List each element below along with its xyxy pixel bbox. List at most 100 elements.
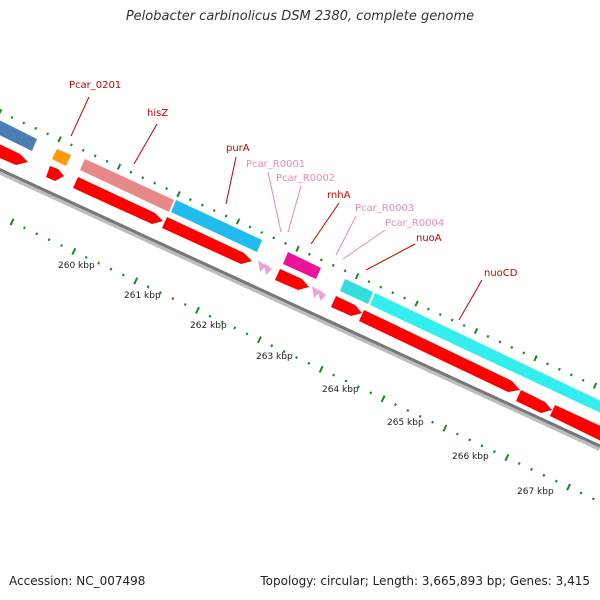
- minor-tick: [480, 444, 484, 448]
- major-tick: [71, 247, 77, 256]
- major-tick: [504, 453, 510, 462]
- minor-tick: [492, 450, 496, 454]
- minor-tick: [34, 126, 38, 130]
- minor-tick: [431, 420, 434, 424]
- minor-tick: [81, 148, 85, 152]
- feature-bar-nuocd[interactable]: [370, 293, 600, 415]
- major-tick: [256, 336, 262, 344]
- scale-label-263: 263 kbp: [256, 352, 293, 362]
- minor-tick: [158, 291, 162, 295]
- minor-tick: [35, 232, 39, 236]
- feature-bar-nuoa[interactable]: [340, 279, 373, 304]
- minor-tick: [307, 361, 311, 365]
- minor-tick: [109, 267, 113, 271]
- trna-arrow-pcar-r0003[interactable]: [312, 286, 320, 298]
- cds-arrow[interactable]: [46, 166, 64, 181]
- minor-tick: [93, 154, 97, 158]
- minor-tick: [295, 355, 298, 360]
- minor-tick: [307, 252, 311, 256]
- cds-arrow[interactable]: [516, 390, 552, 413]
- minor-tick: [554, 479, 558, 483]
- trna-arrow-pcar-r0004[interactable]: [318, 289, 326, 301]
- minor-tick: [260, 230, 264, 234]
- minor-tick: [367, 280, 371, 284]
- label-pcar-r0003: Pcar_R0003: [355, 203, 414, 214]
- major-tick: [176, 190, 181, 198]
- major-tick: [473, 327, 479, 335]
- trna-arrows: [258, 260, 326, 301]
- minor-tick: [183, 302, 187, 306]
- major-tick: [442, 424, 448, 432]
- cds-arrow[interactable]: [550, 405, 600, 443]
- cds-arrow[interactable]: [359, 310, 520, 392]
- minor-tick: [462, 323, 466, 328]
- minor-tick: [212, 209, 216, 213]
- minor-tick: [105, 159, 109, 163]
- minor-tick: [188, 198, 192, 202]
- backbone: [0, 167, 600, 451]
- feature-bar-unnamed[interactable]: [0, 118, 37, 151]
- minor-tick: [343, 269, 347, 273]
- minor-tick: [47, 238, 51, 242]
- scale-label-261: 261 kbp: [124, 291, 161, 301]
- major-tick: [116, 163, 122, 170]
- genome-summary-text: Topology: circular; Length: 3,665,893 bp…: [260, 574, 590, 588]
- major-tick: [533, 355, 538, 362]
- minor-tick: [97, 261, 101, 265]
- minor-tick: [22, 121, 26, 125]
- trna-arrow-pcar-r0002[interactable]: [264, 263, 272, 275]
- minor-tick: [121, 273, 125, 277]
- cds-arrow[interactable]: [331, 296, 362, 316]
- leader-lines: [70, 96, 483, 321]
- minor-tick: [522, 351, 526, 355]
- minor-tick: [331, 263, 335, 267]
- minor-tick: [530, 467, 533, 471]
- minor-tick: [542, 473, 546, 477]
- upper-tick-track: [0, 108, 598, 389]
- minor-tick: [510, 345, 514, 349]
- major-tick: [57, 136, 62, 143]
- minor-tick: [319, 258, 323, 262]
- feature-bar-pura[interactable]: [171, 200, 262, 252]
- scale-label-266: 266 kbp: [452, 452, 489, 462]
- cds-arrow[interactable]: [73, 177, 163, 224]
- minor-tick: [284, 241, 288, 245]
- minor-tick: [46, 132, 50, 136]
- minor-tick: [69, 143, 73, 147]
- cds-arrow[interactable]: [275, 269, 309, 290]
- major-tick: [235, 218, 241, 225]
- cds-arrows: [0, 142, 600, 443]
- cds-arrow[interactable]: [162, 217, 252, 264]
- major-tick: [9, 218, 15, 226]
- minor-tick: [272, 236, 276, 240]
- minor-tick: [379, 285, 383, 289]
- minor-tick: [450, 318, 454, 322]
- minor-tick: [208, 314, 212, 318]
- minor-tick: [270, 344, 274, 348]
- minor-tick: [129, 170, 133, 174]
- major-tick: [195, 306, 200, 314]
- major-tick: [0, 108, 3, 115]
- major-tick: [133, 277, 139, 285]
- trna-arrow-pcar-r0001[interactable]: [258, 260, 266, 272]
- minor-tick: [153, 181, 157, 185]
- accession-text: Accession: NC_007498: [9, 574, 146, 588]
- minor-tick: [248, 225, 252, 229]
- minor-tick: [455, 432, 459, 436]
- feature-bar-rnha[interactable]: [283, 252, 321, 279]
- minor-tick: [200, 203, 204, 207]
- feature-bar-pcar0201[interactable]: [52, 149, 71, 166]
- scale-labels: 260 kbp 261 kbp 262 kbp 263 kbp 264 kbp …: [58, 261, 554, 497]
- minor-tick: [468, 438, 472, 442]
- feature-bar-hisz[interactable]: [80, 159, 174, 212]
- minor-tick: [141, 176, 145, 180]
- major-tick: [566, 483, 572, 491]
- minor-tick: [224, 214, 228, 218]
- minor-tick: [356, 385, 360, 389]
- label-hisz: hisZ: [147, 108, 168, 119]
- minor-tick: [579, 491, 583, 495]
- cds-arrow[interactable]: [0, 142, 28, 165]
- label-nuocd: nuoCD: [484, 268, 518, 279]
